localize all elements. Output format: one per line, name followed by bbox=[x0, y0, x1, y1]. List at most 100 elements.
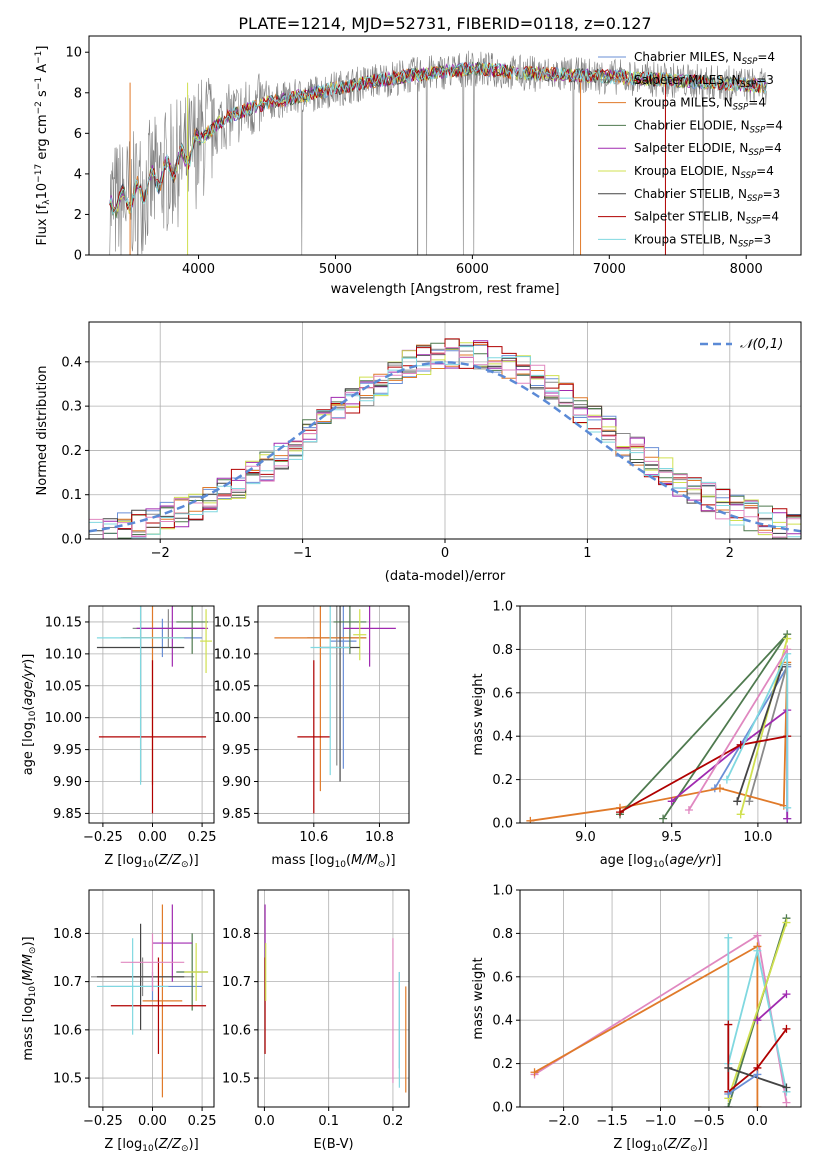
age_vs_Z-ylabel-part: age [log bbox=[21, 722, 36, 775]
mass_vs_Z-xlabel-part: 10 bbox=[142, 1144, 154, 1154]
age_vs_Z-ytick-label: 9.90 bbox=[53, 775, 82, 790]
mass_vs_Z-ylabel-part: mass [log bbox=[21, 997, 36, 1060]
mass_vs_Z-frame bbox=[88, 889, 215, 1108]
legend-model-name: Kroupa STELIB, N bbox=[634, 232, 738, 246]
legend-ssp-count: =4 bbox=[761, 210, 779, 224]
age_vs_Z-ytick-label: 10.00 bbox=[45, 711, 82, 726]
weight_vs_age-series-line bbox=[739, 638, 789, 815]
age_vs_mass-xtick-label: 10.8 bbox=[365, 830, 394, 845]
weight_vs_age-series-line bbox=[748, 664, 789, 802]
spectrum-ytick-label: 6 bbox=[74, 127, 82, 142]
weight_vs_age-marker bbox=[615, 808, 624, 817]
weight_vs_Z-xlabel-part: Z [log bbox=[613, 1137, 651, 1152]
spectrum-ylabel-part: A bbox=[35, 64, 50, 77]
weight_vs_age-marker bbox=[722, 775, 731, 784]
weight_vs_Z-xtick-label: −0.5 bbox=[693, 1114, 725, 1129]
spectrum-ytick-label: 8 bbox=[74, 86, 82, 101]
weight_vs_Z-ytick-label: 0.2 bbox=[492, 1057, 513, 1072]
weight_vs_Z-xlabel-part: 10 bbox=[651, 1144, 663, 1154]
residuals-xtick-label: 1 bbox=[583, 546, 591, 561]
weight_vs_Z-frame bbox=[519, 889, 802, 1108]
spectrum-ylabel: Flux [fλ10−17 erg cm−2 s−1 A−1] bbox=[34, 46, 52, 246]
legend-ssp-count: =4 bbox=[756, 164, 774, 178]
age_vs_Z-ytick-label: 9.95 bbox=[53, 743, 82, 758]
age_vs_mass-xlabel-part: mass [log bbox=[271, 853, 334, 868]
residuals-xlabel: (data-model)/error bbox=[385, 569, 506, 584]
weight_vs_Z-ytick-label: 1.0 bbox=[492, 884, 513, 899]
age_vs_Z-ylabel: age [log10(age/yr)] bbox=[21, 654, 38, 776]
residuals-ytick-label: 0.4 bbox=[61, 355, 82, 370]
spectrum-panel: 4000 5000 6000 7000 8000 0 2 4 6 8 10 wavelength [A… bbox=[34, 35, 802, 297]
figure-title: PLATE=1214, MJD=52731, FIBERID=0118, z=0… bbox=[238, 14, 651, 33]
age_vs_Z-xtick-label: −0.25 bbox=[83, 830, 123, 845]
age_vs_mass-plot-area bbox=[274, 606, 396, 814]
weight_vs_age-series-line bbox=[530, 662, 789, 822]
weight_vs_age-xlabel-part: )] bbox=[711, 853, 721, 868]
weight_vs_Z-xtick-label: −1.5 bbox=[596, 1114, 628, 1129]
age_vs_Z-ylabel-part: ( bbox=[21, 706, 36, 711]
residuals-xtick-label: −1 bbox=[293, 546, 312, 561]
residuals-plot-area bbox=[89, 338, 801, 539]
mass_vs_Z-ylabel-part: M/M bbox=[21, 954, 36, 981]
spectrum-ylabel-part: s bbox=[35, 90, 50, 101]
legend-ssp-count: =4 bbox=[765, 118, 783, 132]
weight_vs_age-ytick-label: 0.2 bbox=[492, 773, 513, 788]
weight_vs_Z-series-line bbox=[727, 922, 788, 1099]
weight_vs_Z-marker bbox=[724, 1063, 733, 1072]
mass_vs_EBV-xlabel: E(B-V) bbox=[313, 1137, 353, 1152]
age_vs_Z-xlabel-part: ⊙ bbox=[181, 860, 189, 870]
spectrum-frame bbox=[88, 35, 802, 256]
age_vs_Z-ylabel-part: )] bbox=[21, 654, 36, 664]
mass_vs_Z-xlabel-part: Z/Z bbox=[158, 1137, 182, 1152]
weight_vs_age-ytick-label: 0.4 bbox=[492, 730, 513, 745]
weight_vs_Z-marker bbox=[724, 1020, 733, 1029]
weight_vs_age-xtick-label: 9.0 bbox=[575, 830, 596, 845]
legend-ssp-count: =4 bbox=[748, 96, 766, 110]
residuals-ytick-label: 0.0 bbox=[61, 533, 82, 548]
weight_vs_Z-panel: −2.0 −1.5 −1.0 −0.5 0.0 0.0 0.2 0.4 0.6 0.8 1.0 Z [… bbox=[471, 884, 802, 1154]
weight_vs_age-marker bbox=[715, 784, 724, 793]
age_vs_Z-ytick-label: 10.15 bbox=[45, 615, 82, 630]
spectrum-ylabel-part: ] bbox=[35, 46, 50, 51]
weight_vs_Z-xlabel: Z [log10(Z/Z⊙)] bbox=[613, 1137, 707, 1154]
legend-model-name: Kroupa ELODIE, N bbox=[634, 164, 741, 178]
spectrum-model-line bbox=[109, 61, 768, 215]
legend-model-name: Chabrier STELIB, N bbox=[634, 187, 747, 201]
mass_vs_Z-xtick-label: −0.25 bbox=[83, 1114, 123, 1129]
mass_vs_EBV-xtick-label: 0.2 bbox=[383, 1114, 404, 1129]
weight_vs_age-xtick-label: 10.0 bbox=[743, 830, 772, 845]
gaussian-legend-label: 𝒩(0,1) bbox=[740, 337, 783, 352]
age_vs_Z-xlabel-part: 10 bbox=[142, 860, 154, 870]
age_vs_mass-ytick-label: 9.95 bbox=[222, 743, 251, 758]
weight_vs_Z-marker bbox=[753, 1103, 762, 1107]
spectrum-ylabel-part: λ bbox=[42, 199, 52, 205]
spectrum-ylabel-part: −1 bbox=[34, 51, 44, 64]
legend-model-name: Chabrier MILES, N bbox=[634, 50, 742, 64]
legend-label-1: Salpeter MILES, NSSP=3 bbox=[634, 73, 774, 90]
weight_vs_Z-marker bbox=[782, 1098, 791, 1107]
mass_vs_EBV-frame bbox=[257, 889, 410, 1108]
mass_vs_Z-ytick-label: 10.6 bbox=[53, 1023, 82, 1038]
weight_vs_age-marker bbox=[733, 797, 742, 806]
spectrum-xtick-label: 5000 bbox=[319, 262, 352, 277]
weight_vs_age-ytick-label: 1.0 bbox=[492, 600, 513, 615]
weight_vs_age-marker bbox=[684, 805, 693, 814]
weight_vs_age-marker bbox=[667, 797, 676, 806]
legend-label-8: Kroupa STELIB, NSSP=3 bbox=[634, 232, 771, 249]
mass_vs_EBV-panel: 0.0 0.1 0.2 10.5 10.6 10.7 10.8 E(B-V) bbox=[222, 889, 410, 1152]
legend-label-7: Salpeter STELIB, NSSP=4 bbox=[634, 210, 779, 227]
spectrum-ylabel-part: Flux [f bbox=[35, 204, 50, 245]
weight_vs_Z-marker bbox=[724, 1103, 733, 1107]
legend-label-6: Chabrier STELIB, NSSP=3 bbox=[634, 187, 780, 204]
weight_vs_Z-marker bbox=[753, 1070, 762, 1079]
mass_vs_Z-ytick-label: 10.5 bbox=[53, 1072, 82, 1087]
spectrum-ylabel-part: 10 bbox=[35, 183, 50, 200]
age_vs_Z-xtick-label: 0.00 bbox=[138, 830, 167, 845]
spectrum-xtick-label: 4000 bbox=[182, 262, 215, 277]
legend-ssp-sub: SSP bbox=[741, 171, 757, 181]
weight_vs_Z-xlabel-part: ⊙ bbox=[690, 1144, 698, 1154]
spectrum-xlabel: wavelength [Angstrom, rest frame] bbox=[331, 282, 560, 297]
weight_vs_Z-xlabel-part: )] bbox=[698, 1137, 708, 1152]
legend-ssp-count: =4 bbox=[764, 141, 782, 155]
weight_vs_age-frame bbox=[519, 605, 802, 824]
